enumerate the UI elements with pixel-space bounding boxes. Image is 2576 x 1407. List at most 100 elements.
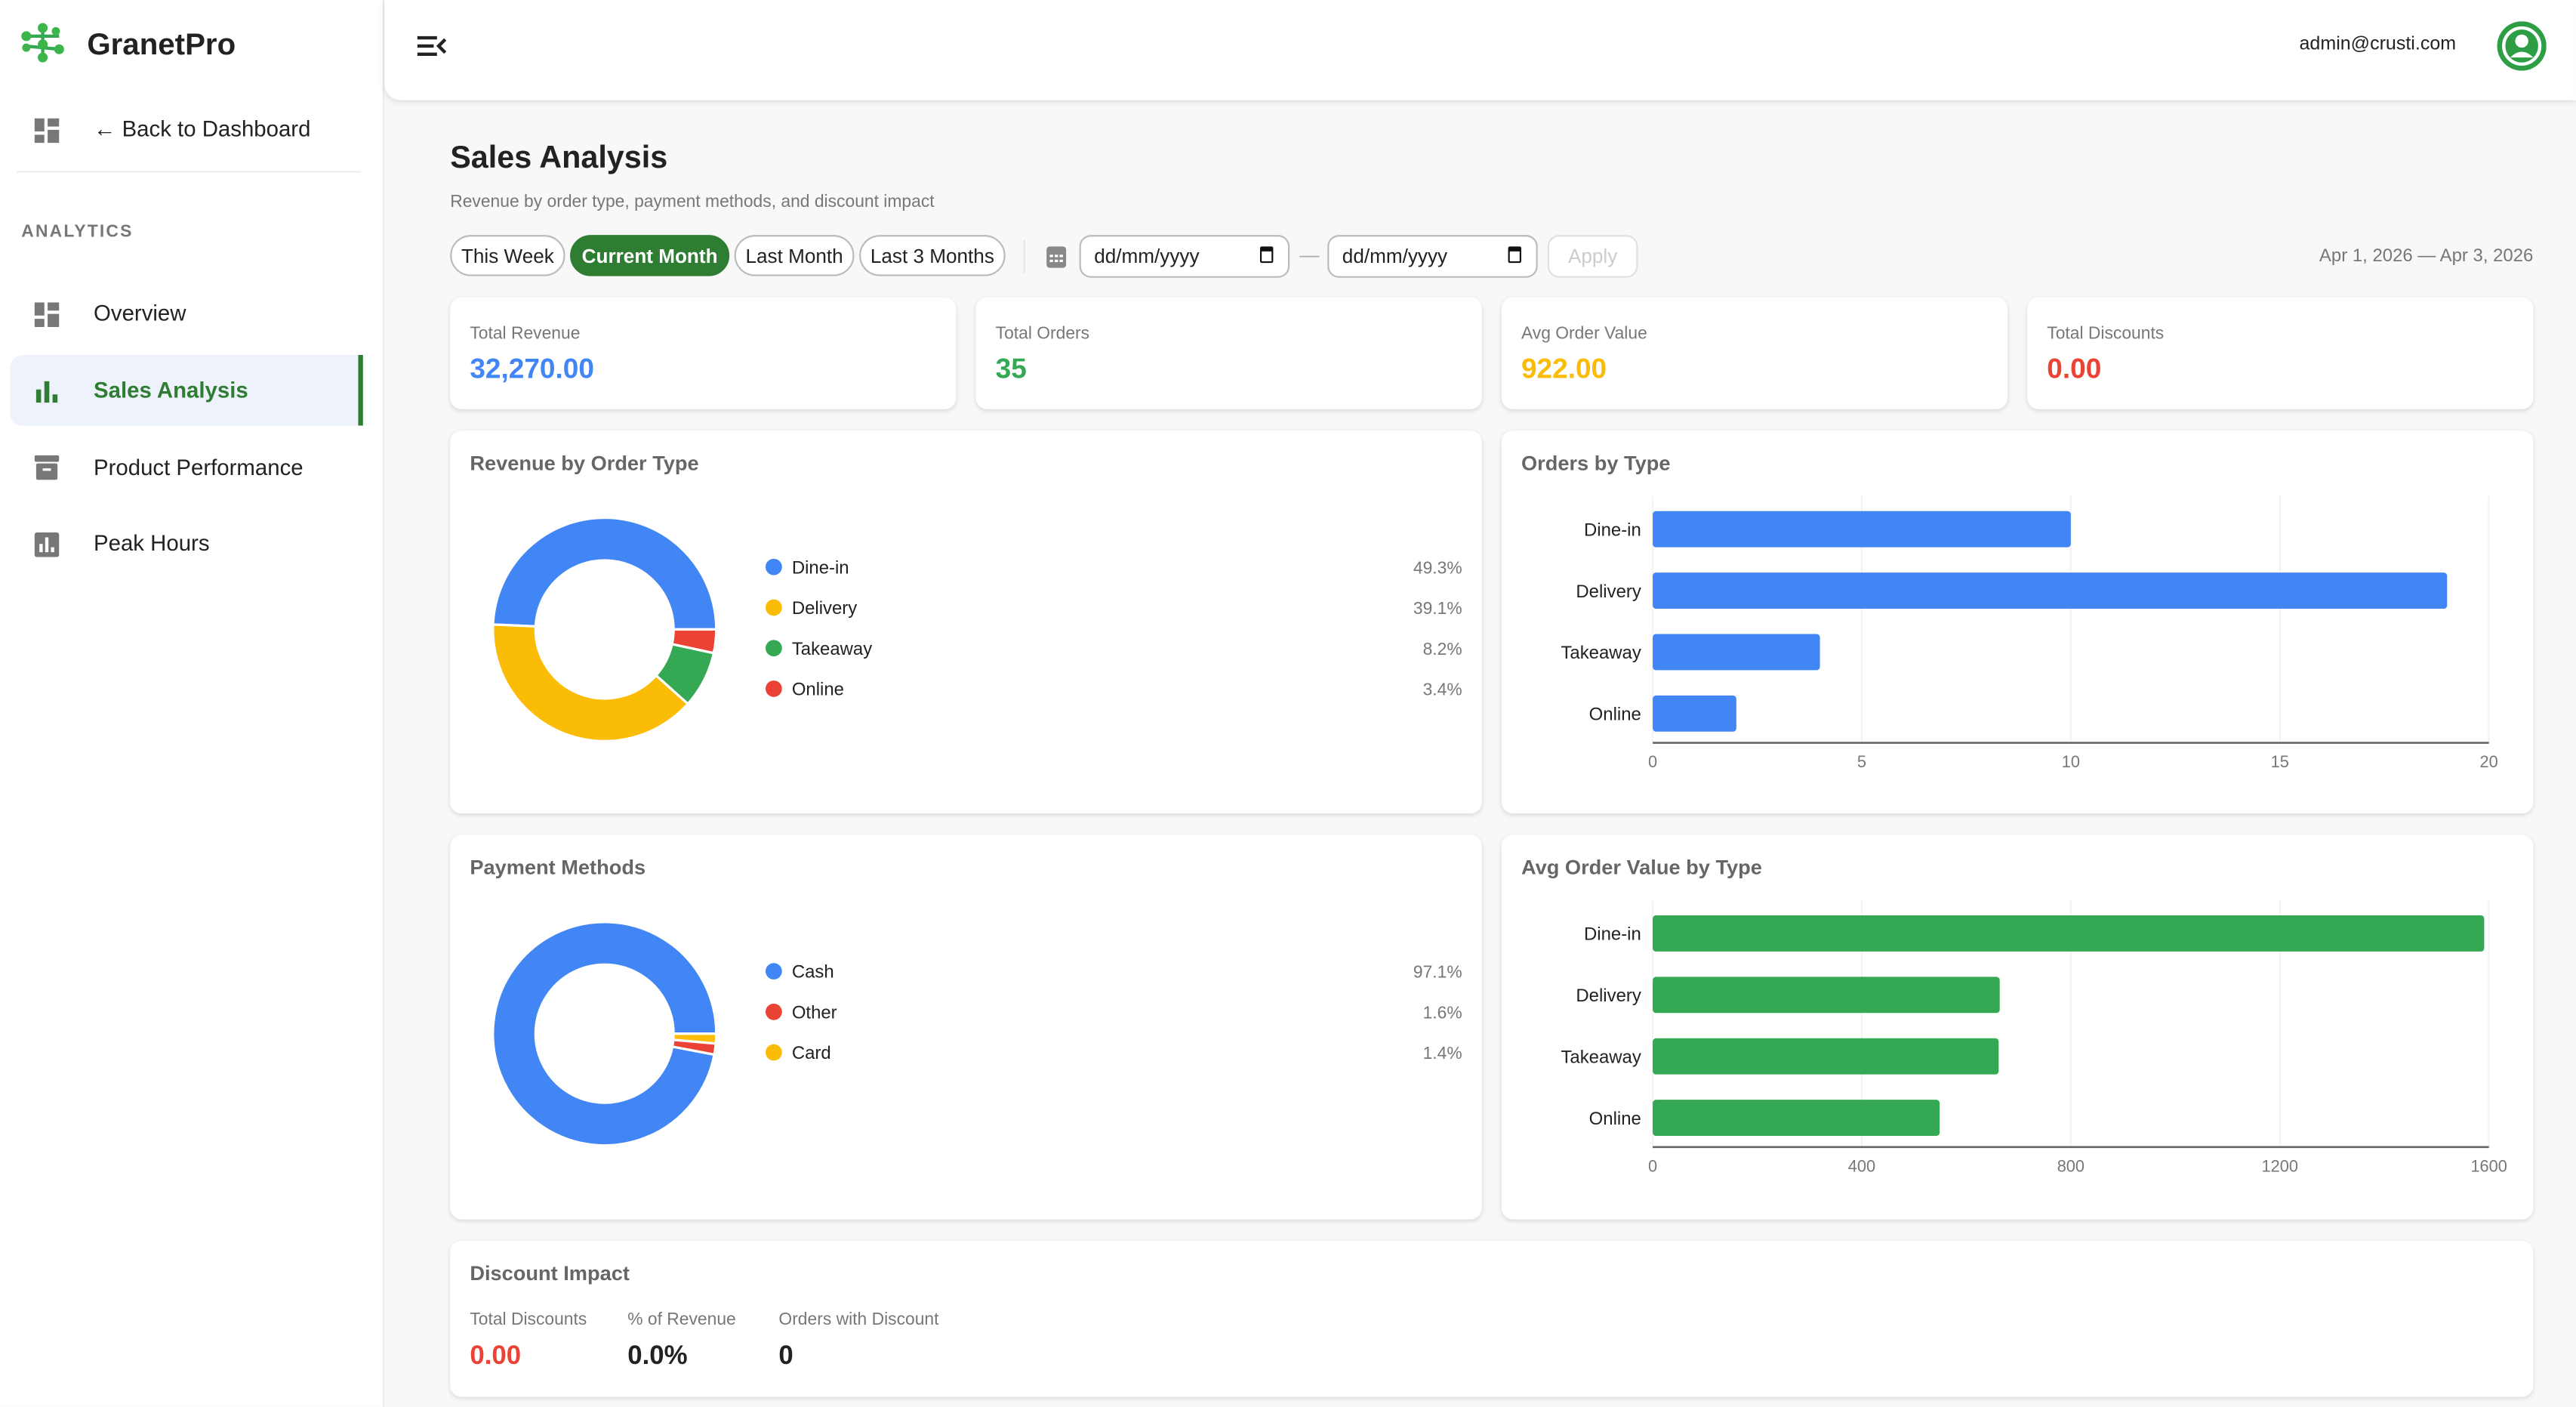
- legend-dot: [766, 558, 782, 575]
- stat-value: 35: [995, 353, 1027, 385]
- legend-percent: 39.1%: [1413, 598, 1462, 618]
- stat-label: Total Revenue: [470, 323, 581, 344]
- donut-slice: [491, 623, 690, 742]
- tick-label: 400: [1848, 1156, 1875, 1175]
- top-header: admin@crusti.com: [384, 0, 2576, 100]
- sidebar-item-label: Overview: [94, 301, 186, 326]
- date-range-text: Apr 1, 2026 — Apr 3, 2026: [2319, 246, 2534, 267]
- legend-label: Card: [792, 1043, 831, 1063]
- archive-icon: [34, 455, 60, 480]
- sidebar-item-label: Sales Analysis: [94, 378, 248, 403]
- donut-slice: [670, 628, 718, 655]
- category-label: Online: [1589, 705, 1641, 725]
- sidebar-item-label: Peak Hours: [94, 530, 210, 556]
- sidebar: GranetPro ← Back to Dashboard ANALYTICS …: [0, 0, 385, 1407]
- preset-this-week[interactable]: This Week: [450, 235, 565, 276]
- sidebar-item-overview[interactable]: Overview: [34, 301, 363, 328]
- stat-card-avg-order-value: Avg Order Value 922.00: [1501, 297, 2008, 409]
- menu-collapse-icon[interactable]: [417, 35, 447, 57]
- legend-label: Other: [792, 1002, 837, 1023]
- tick-label: 1600: [2470, 1156, 2507, 1175]
- sidebar-item-peak-hours[interactable]: Peak Hours: [34, 530, 363, 557]
- orders-bar-chart: 0 5 10 15 20 Dine-in Delivery Takeaway Online: [1561, 496, 2498, 771]
- tick-label: 15: [2271, 752, 2289, 771]
- metric-value: 0.00: [470, 1342, 522, 1371]
- category-label: Takeaway: [1561, 643, 1641, 663]
- legend-percent: 1.4%: [1423, 1043, 1462, 1063]
- preset-last-3-months[interactable]: Last 3 Months: [859, 235, 1006, 276]
- preset-last-month[interactable]: Last Month: [734, 235, 855, 276]
- bar: [1653, 572, 2448, 609]
- bar: [1653, 977, 2000, 1014]
- stat-label: Avg Order Value: [1521, 323, 1647, 344]
- discount-impact-card: Discount Impact Total Discounts 0.00 % o…: [450, 1240, 2534, 1397]
- legend-percent: 8.2%: [1423, 639, 1462, 659]
- orders-by-type-card: Orders by Type 0 5 10 15 20 Dine-in Delivery Ta…: [1501, 430, 2534, 814]
- stat-value: 922.00: [1521, 353, 1607, 385]
- metric-label: Orders with Discount: [778, 1310, 939, 1330]
- avg-order-value-card: Avg Order Value by Type 0 400 800 1200 1600 D…: [1501, 835, 2534, 1220]
- legend-dot: [766, 680, 782, 697]
- tick-label: 5: [1857, 752, 1866, 771]
- start-date-input[interactable]: dd/mm/yyyy: [1079, 235, 1290, 278]
- legend-dot: [766, 963, 782, 980]
- metric-value: 0.0%: [627, 1342, 688, 1371]
- donut-slice: [491, 516, 718, 631]
- dashboard-icon: [34, 302, 60, 328]
- user-avatar-icon[interactable]: [2497, 21, 2547, 71]
- bar: [1653, 511, 2071, 548]
- sidebar-item-sales-analysis[interactable]: Sales Analysis: [35, 378, 363, 404]
- stat-card-total-revenue: Total Revenue 32,270.00: [450, 297, 957, 409]
- end-date-input[interactable]: dd/mm/yyyy: [1327, 235, 1538, 278]
- card-title: Orders by Type: [1521, 452, 1671, 475]
- category-label: Dine-in: [1584, 520, 1641, 540]
- legend-label: Cash: [792, 962, 834, 983]
- stat-value: 32,270.00: [470, 353, 594, 385]
- metric-label: Total Discounts: [470, 1310, 587, 1330]
- legend-dot: [766, 1044, 782, 1061]
- sidebar-item-product-performance[interactable]: Product Performance: [34, 455, 363, 482]
- card-title: Discount Impact: [470, 1262, 630, 1285]
- tick-label: 0: [1648, 1156, 1657, 1175]
- active-indicator: [10, 355, 363, 426]
- tick-label: 10: [2062, 752, 2080, 771]
- bar: [1653, 1100, 1940, 1137]
- section-heading: ANALYTICS: [21, 221, 134, 242]
- preset-current-month[interactable]: Current Month: [570, 235, 730, 276]
- stat-card-total-orders: Total Orders 35: [975, 297, 1482, 409]
- tick-label: 1200: [2262, 1156, 2298, 1175]
- legend-label: Takeaway: [792, 639, 872, 659]
- stat-card-total-discounts: Total Discounts 0.00: [2027, 297, 2534, 409]
- avg-value-bar-chart: 0 400 800 1200 1600 Dine-in Delivery Takeaway On…: [1561, 900, 2507, 1175]
- category-label: Delivery: [1576, 582, 1641, 602]
- start-date-placeholder: dd/mm/yyyy: [1094, 245, 1200, 268]
- bar: [1653, 1038, 1999, 1075]
- stat-label: Total Orders: [995, 323, 1090, 344]
- revenue-donut-chart: Dine-in 49.3% Delivery 39.1% Takeaway 8.2% Onl…: [491, 516, 1462, 742]
- date-separator: —: [1299, 243, 1320, 267]
- payment-donut-chart: Cash 97.1% Other 1.6% Card 1.4%: [491, 921, 1462, 1147]
- bar-chart-icon: [35, 381, 58, 403]
- apply-button[interactable]: Apply: [1547, 235, 1638, 278]
- bar: [1653, 695, 1736, 732]
- tick-label: 20: [2480, 752, 2498, 771]
- sidebar-item-label: Product Performance: [94, 455, 304, 480]
- legend-percent: 1.6%: [1423, 1002, 1462, 1022]
- bar: [1653, 915, 2485, 952]
- bar: [1653, 634, 1820, 671]
- legend-dot: [766, 640, 782, 657]
- page-title: Sales Analysis: [450, 141, 668, 176]
- date-picker-icon[interactable]: [1508, 246, 1521, 264]
- tick-label: 0: [1648, 752, 1657, 771]
- date-picker-icon[interactable]: [1259, 246, 1274, 264]
- category-label: Dine-in: [1584, 924, 1641, 945]
- calendar-icon: [1046, 246, 1067, 268]
- legend-percent: 49.3%: [1413, 557, 1462, 577]
- filter-divider: [1023, 239, 1025, 273]
- end-date-placeholder: dd/mm/yyyy: [1342, 245, 1448, 268]
- payment-methods-card: Payment Methods Cash 97.1% Other 1.6% Card 1.…: [450, 835, 1482, 1220]
- sidebar-divider: [16, 171, 362, 173]
- revenue-by-order-type-card: Revenue by Order Type Dine-in 49.3% Delive…: [450, 430, 1482, 814]
- stat-value: 0.00: [2047, 353, 2102, 385]
- dashboard-icon: [34, 118, 60, 143]
